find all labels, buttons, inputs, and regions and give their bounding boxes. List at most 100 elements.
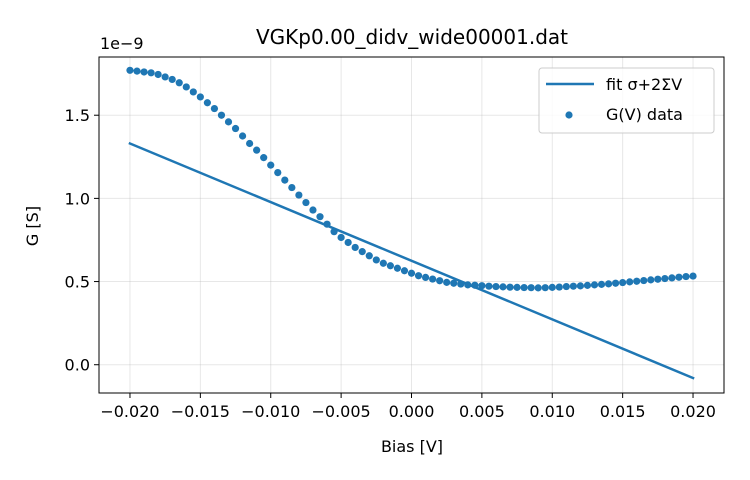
data-point xyxy=(196,93,204,101)
y-tick-label: 0.0 xyxy=(65,356,90,375)
data-point xyxy=(358,248,366,256)
x-tick-label: −0.015 xyxy=(171,402,230,421)
x-tick-label: −0.010 xyxy=(241,402,300,421)
data-point xyxy=(182,83,190,91)
data-point xyxy=(246,139,254,148)
data-point xyxy=(590,281,599,289)
data-point xyxy=(281,176,289,184)
data-point xyxy=(393,264,402,272)
legend-marker-swatch xyxy=(565,111,573,119)
data-point xyxy=(478,282,486,290)
data-point xyxy=(154,70,162,79)
data-point xyxy=(457,280,465,288)
data-point xyxy=(569,282,577,290)
x-tick-label: 0.010 xyxy=(529,402,575,421)
data-point xyxy=(189,88,197,96)
data-point xyxy=(597,280,606,288)
data-point xyxy=(604,280,613,288)
data-point xyxy=(274,169,282,177)
x-tick-label: 0.005 xyxy=(459,402,505,421)
data-point xyxy=(619,278,627,287)
chart-title: VGKp0.00_didv_wide00001.dat xyxy=(256,25,568,49)
data-point xyxy=(562,282,570,291)
data-point xyxy=(288,183,296,192)
data-point xyxy=(365,252,373,260)
data-point xyxy=(295,191,303,199)
legend-label-data: G(V) data xyxy=(606,105,683,124)
plot-area xyxy=(126,66,697,380)
data-point xyxy=(436,277,444,285)
y-axis: 0.0 0.5 1.0 1.5 xyxy=(65,106,99,375)
data-point xyxy=(337,233,345,242)
data-point xyxy=(231,124,240,133)
y-tick-label: 0.5 xyxy=(65,273,90,292)
data-point xyxy=(267,161,275,169)
data-point xyxy=(203,99,211,107)
data-point xyxy=(238,132,247,140)
data-point xyxy=(147,69,155,77)
data-point xyxy=(576,282,585,290)
data-point xyxy=(534,284,542,292)
data-point xyxy=(309,206,317,214)
data-point xyxy=(548,283,556,291)
x-tick-label: −0.020 xyxy=(100,402,159,421)
data-point xyxy=(513,283,521,291)
data-point xyxy=(492,282,500,291)
data-point xyxy=(654,275,662,283)
data-point xyxy=(330,228,338,236)
data-point xyxy=(450,279,458,287)
data-point xyxy=(161,73,169,81)
data-point xyxy=(407,269,416,277)
data-point xyxy=(647,276,655,284)
data-point xyxy=(527,284,535,292)
x-tick-label: 0.015 xyxy=(600,402,646,421)
data-point xyxy=(168,75,176,84)
data-point xyxy=(682,272,690,281)
data-point xyxy=(471,281,479,289)
legend: fit σ+2ΣV G(V) data xyxy=(538,67,715,134)
data-point xyxy=(506,283,514,291)
data-point xyxy=(421,273,430,281)
data-point xyxy=(316,213,324,221)
data-point xyxy=(217,111,226,119)
data-point xyxy=(386,262,394,270)
x-tick-label: −0.005 xyxy=(312,402,371,421)
data-point xyxy=(175,79,183,87)
data-point xyxy=(133,67,141,75)
data-point xyxy=(344,238,352,247)
data-point xyxy=(140,68,148,76)
x-axis-label: Bias [V] xyxy=(381,437,443,456)
data-point xyxy=(661,274,669,283)
x-tick-label: 0.000 xyxy=(389,402,435,421)
y-tick-label: 1.5 xyxy=(65,106,90,125)
data-point xyxy=(429,275,437,283)
data-point xyxy=(464,281,472,289)
data-point xyxy=(126,66,134,74)
data-point xyxy=(253,146,261,154)
x-axis: −0.020 −0.015 −0.010 −0.005 0.000 0.005 0.010 0… xyxy=(100,393,716,421)
data-point xyxy=(372,256,380,264)
x-tick-label: 0.020 xyxy=(670,402,716,421)
fit-line xyxy=(128,141,695,380)
data-point xyxy=(379,259,387,267)
data-point xyxy=(485,282,493,290)
data-point xyxy=(499,283,507,291)
data-point xyxy=(583,281,592,289)
data-point xyxy=(351,243,359,252)
data-point xyxy=(675,273,683,281)
data-point xyxy=(626,278,634,286)
y-axis-label: G [S] xyxy=(23,206,42,246)
data-point xyxy=(640,276,648,285)
data-point xyxy=(668,274,676,282)
data-point xyxy=(443,278,451,286)
y-tick-label: 1.0 xyxy=(65,189,90,208)
data-point xyxy=(520,283,528,292)
data-point xyxy=(260,154,268,162)
data-point xyxy=(414,272,423,280)
data-point xyxy=(555,283,563,291)
data-point xyxy=(302,198,310,207)
data-point xyxy=(323,220,331,228)
data-point xyxy=(541,284,549,292)
legend-label-fit: fit σ+2ΣV xyxy=(606,75,682,94)
